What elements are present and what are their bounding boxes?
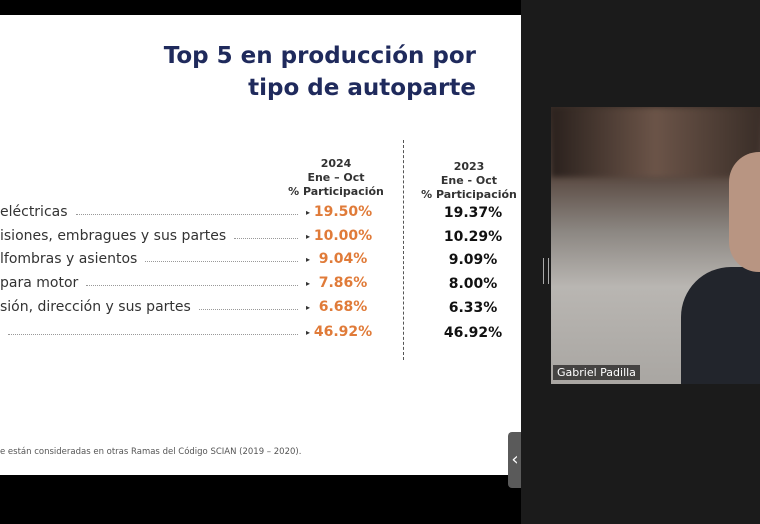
footnote: e están consideradas en otras Ramas del …: [0, 447, 302, 457]
value-2024: 19.50%: [313, 204, 373, 220]
value-2023: 6.33%: [448, 300, 498, 316]
value-2023: 46.92%: [443, 325, 503, 341]
arrow-icon: ▸: [305, 231, 310, 241]
leader-line: [86, 284, 298, 286]
value-2024: 7.86%: [318, 275, 368, 291]
value-2023: 8.00%: [448, 276, 498, 292]
column-header: 2024 Ene – Oct % Participación: [276, 157, 396, 199]
leader-line: [234, 237, 298, 239]
arrow-icon: ▸: [305, 327, 310, 337]
video-tile: Gabriel Padilla: [551, 107, 760, 384]
table-row: sión, dirección y sus partes ▸: [0, 297, 310, 317]
person-body: [681, 267, 760, 384]
value-2024: 10.00%: [313, 228, 373, 244]
arrow-icon: ▸: [305, 302, 310, 312]
leader-line: [198, 308, 298, 310]
row-label: lfombras y asientos: [0, 251, 138, 267]
value-2023: 9.09%: [448, 252, 498, 268]
value-2024: 46.92%: [313, 324, 373, 340]
row-label: eléctricas: [0, 204, 68, 220]
table-row: lfombras y asientos ▸: [0, 249, 310, 269]
header-year: 2024: [320, 157, 352, 170]
leader-line: [75, 213, 298, 215]
leader-line: [145, 260, 298, 262]
arrow-icon: ▸: [305, 207, 310, 217]
slide-title: tipo de autoparte: [248, 75, 476, 101]
column-header: 2023 Ene - Oct % Participación: [409, 160, 521, 202]
person-face: [729, 152, 760, 272]
header-period: Ene - Oct: [440, 174, 498, 187]
value-2023: 10.29%: [443, 229, 503, 245]
leader-line: [8, 333, 298, 335]
table-row: para motor ▸: [0, 273, 310, 293]
table-row: isiones, embragues y sus partes ▸: [0, 226, 310, 246]
video-background: [551, 107, 760, 177]
header-period: Ene – Oct: [307, 171, 365, 184]
arrow-icon: ▸: [305, 278, 310, 288]
collapse-button[interactable]: ‹: [508, 432, 522, 488]
row-label: sión, dirección y sus partes: [0, 299, 191, 315]
header-metric: % Participación: [288, 185, 384, 198]
arrow-icon: ▸: [305, 254, 310, 264]
slide: Top 5 en producción por tipo de autopart…: [0, 15, 521, 475]
slide-title: Top 5 en producción por: [163, 43, 476, 69]
header-year: 2023: [453, 160, 485, 173]
value-2023: 19.37%: [443, 205, 503, 221]
value-2024: 9.04%: [318, 251, 368, 267]
divider: [403, 140, 404, 360]
table-row: eléctricas ▸: [0, 202, 310, 222]
header-metric: % Participación: [421, 188, 517, 201]
resize-handle[interactable]: [543, 258, 549, 284]
row-label: isiones, embragues y sus partes: [0, 228, 227, 244]
participant-name: Gabriel Padilla: [553, 365, 640, 380]
table-row: ▸: [0, 322, 310, 342]
row-label: para motor: [0, 275, 79, 291]
value-2024: 6.68%: [318, 299, 368, 315]
